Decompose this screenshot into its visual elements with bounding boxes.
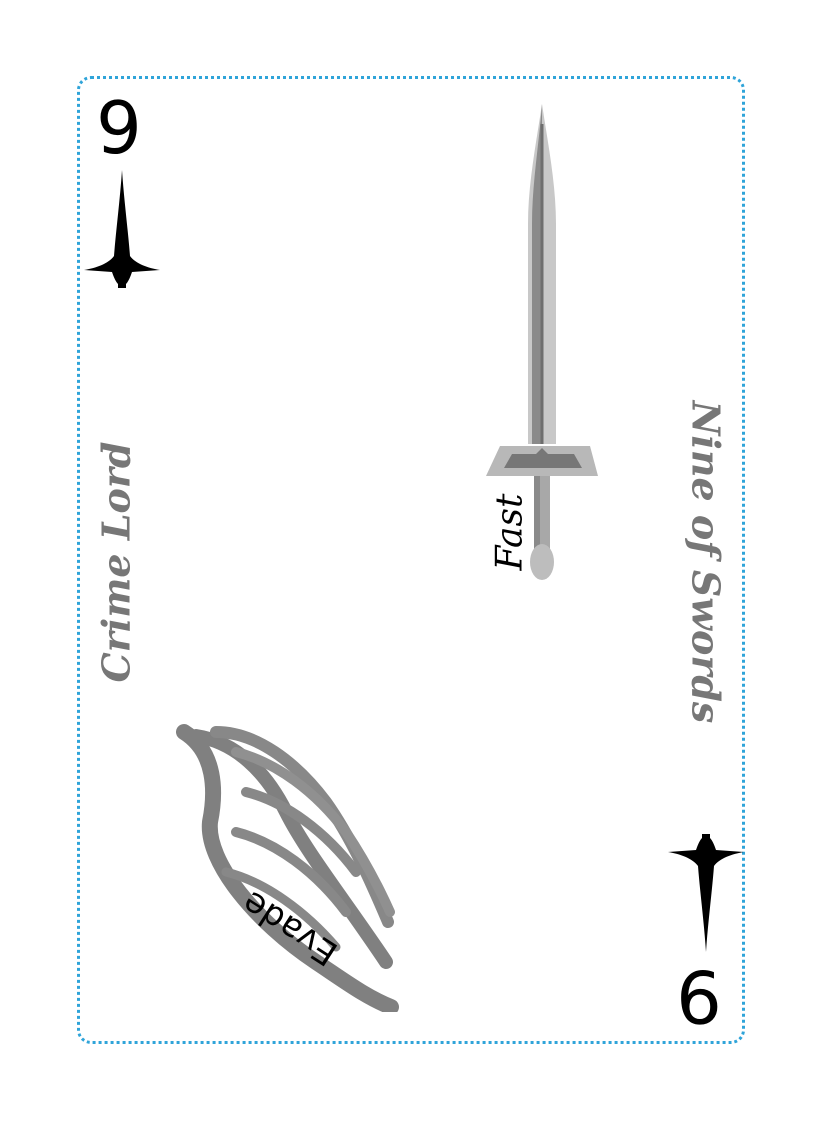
playing-card: [77, 76, 745, 1044]
card-subtitle: Crime Lord: [93, 441, 139, 683]
wing-icon: [176, 724, 399, 1012]
trait-fast: Fast: [489, 493, 531, 571]
rank-top: 9: [96, 86, 142, 170]
sword-icon: [486, 104, 598, 580]
sword-pip-icon: [84, 170, 160, 288]
sword-pip-icon: [668, 834, 744, 952]
rank-bottom: 9: [676, 954, 722, 1038]
card-title: Nine of Swords: [683, 400, 729, 724]
